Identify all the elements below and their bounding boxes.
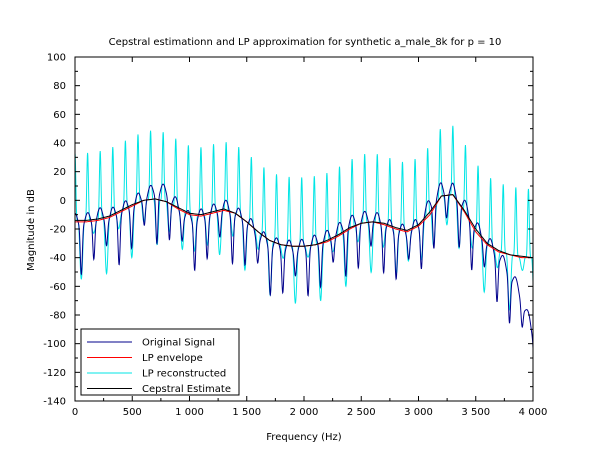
y-tick-label: 0 (60, 196, 66, 207)
y-tick-label: -100 (43, 339, 66, 350)
legend-label: LP envelope (142, 353, 203, 364)
y-tick-label: -140 (43, 397, 66, 408)
y-tick-label: -60 (50, 282, 66, 293)
x-axis-label: Frequency (Hz) (266, 432, 342, 443)
x-tick-label: 3 000 (404, 407, 433, 418)
y-tick-label: 20 (53, 167, 66, 178)
legend-label: Original Signal (142, 338, 215, 349)
y-tick-label: 40 (53, 139, 66, 150)
x-tick-label: 3 500 (461, 407, 490, 418)
legend-label: Cepstral Estimate (142, 384, 231, 395)
legend: Original Signal LP envelope LP reconstruct… (80, 328, 240, 396)
legend-box (80, 328, 240, 396)
y-tick-label: -120 (43, 368, 66, 379)
y-tick-label: 60 (53, 110, 66, 121)
x-tick-label: 2 500 (347, 407, 376, 418)
y-axis-label: Magnitude in dB (26, 189, 37, 271)
x-tick-label: 4 000 (519, 407, 548, 418)
y-tick-label: -20 (50, 225, 66, 236)
x-tick-label: 1 000 (175, 407, 204, 418)
x-tick-label: 500 (123, 407, 142, 418)
x-tick-label: 0 (72, 407, 78, 418)
legend-label: LP reconstructed (142, 369, 226, 380)
y-tick-label: -80 (50, 311, 66, 322)
series-original-signal-line (75, 182, 533, 349)
y-tick-label: 80 (53, 81, 66, 92)
series-lp-envelope-line (75, 194, 533, 259)
x-tick-label: 2 000 (290, 407, 319, 418)
chart-title: Cepstral estimationn and LP approximatio… (109, 37, 502, 48)
y-tick-label: -40 (50, 253, 66, 264)
y-tick-label: 100 (47, 53, 66, 64)
series-cepstral-estimate-line (75, 194, 533, 259)
x-tick-label: 1 500 (232, 407, 261, 418)
